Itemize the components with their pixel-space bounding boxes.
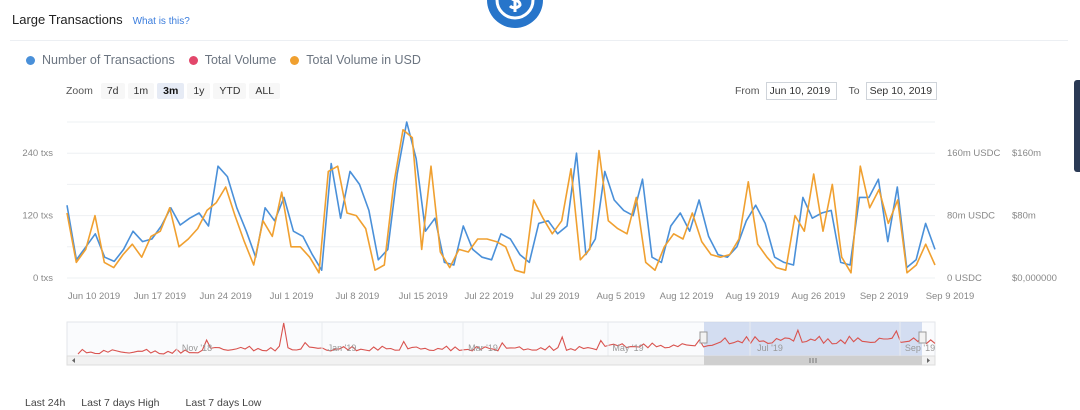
from-label: From bbox=[735, 85, 760, 97]
zoom-1y-button[interactable]: 1y bbox=[187, 83, 211, 99]
zoom-selector: Zoom 7d 1m 3m 1y YTD ALL bbox=[66, 83, 281, 99]
tab-last-7-days-low[interactable]: Last 7 days Low bbox=[185, 397, 262, 409]
legend-label: Total Volume bbox=[204, 53, 277, 67]
navigator-tick-label: May '19 bbox=[612, 343, 643, 353]
y-axis-tick-label: 120 txs bbox=[22, 211, 53, 222]
y-axis-right-tick-label: $80m bbox=[1012, 211, 1036, 222]
legend-item-total-volume[interactable]: Total Volume bbox=[188, 53, 277, 67]
page-title: Large Transactions bbox=[12, 12, 123, 27]
x-axis-tick-label: Sep 2 2019 bbox=[860, 291, 909, 302]
legend-label: Number of Transactions bbox=[42, 53, 175, 67]
from-date-input[interactable] bbox=[765, 82, 837, 100]
chart-legend: Number of Transactions Total Volume Tota… bbox=[26, 53, 421, 67]
navigator-tick-label: Jan '19 bbox=[328, 343, 357, 353]
legend-label: Total Volume in USD bbox=[306, 53, 421, 67]
side-panel-tab[interactable] bbox=[1074, 80, 1080, 172]
x-axis-tick-label: Jun 10 2019 bbox=[68, 291, 120, 302]
y-axis-right-tick-label: $0,000000 bbox=[1012, 273, 1057, 284]
zoom-3m-button[interactable]: 3m bbox=[157, 83, 185, 99]
navigator-tick-label: Nov '18 bbox=[182, 343, 212, 353]
y-axis-right-tick-label: $160m bbox=[1012, 148, 1041, 159]
legend-item-total-volume-usd[interactable]: Total Volume in USD bbox=[290, 53, 421, 67]
scrollbar-track[interactable] bbox=[66, 355, 936, 366]
navigator-series-line bbox=[77, 322, 936, 355]
zoom-7d-button[interactable]: 7d bbox=[100, 83, 125, 99]
help-link[interactable]: What is this? bbox=[132, 16, 190, 27]
scroll-left-icon[interactable] bbox=[72, 358, 75, 363]
to-label: To bbox=[848, 85, 860, 97]
to-date-input[interactable] bbox=[865, 82, 937, 100]
x-axis-tick-label: Aug 5 2019 bbox=[596, 291, 645, 302]
x-axis-tick-label: Aug 26 2019 bbox=[791, 291, 845, 302]
scrollbar-grip-icon bbox=[809, 358, 817, 363]
zoom-label: Zoom bbox=[66, 85, 93, 97]
header-divider bbox=[10, 40, 1068, 41]
x-axis-tick-label: Jul 22 2019 bbox=[465, 291, 514, 302]
page-header: Large Transactions What is this? bbox=[12, 12, 190, 27]
x-axis-tick-label: Jun 24 2019 bbox=[200, 291, 252, 302]
y-axis-tick-label: 0 txs bbox=[33, 273, 53, 284]
x-axis-tick-label: Jul 15 2019 bbox=[399, 291, 448, 302]
navigator-tick-label: Sep '19 bbox=[905, 343, 935, 353]
x-axis-tick-label: Jul 8 2019 bbox=[335, 291, 379, 302]
zoom-ytd-button[interactable]: YTD bbox=[213, 83, 247, 99]
x-axis-tick-label: Jul 1 2019 bbox=[270, 291, 314, 302]
x-axis-tick-label: Aug 19 2019 bbox=[726, 291, 780, 302]
y-axis-right-tick-label: 0 USDC bbox=[947, 273, 982, 284]
series-line bbox=[66, 129, 936, 274]
navigator-left-handle[interactable] bbox=[699, 331, 708, 344]
y-axis-right-tick-label: 80m USDC bbox=[947, 211, 995, 222]
legend-dot-icon bbox=[290, 55, 300, 65]
x-axis-tick-label: Jun 17 2019 bbox=[134, 291, 186, 302]
navigator-tick-label: Jul '19 bbox=[757, 343, 783, 353]
y-axis-tick-label: 240 txs bbox=[22, 148, 53, 159]
legend-dot-icon bbox=[26, 55, 35, 65]
series-line bbox=[66, 121, 936, 272]
tab-last-7-days-high[interactable]: Last 7 days High bbox=[81, 397, 160, 409]
legend-item-transactions[interactable]: Number of Transactions bbox=[26, 53, 175, 67]
legend-dot-icon bbox=[188, 55, 198, 65]
x-axis-tick-label: Sep 9 2019 bbox=[926, 291, 975, 302]
x-axis-tick-label: Jul 29 2019 bbox=[530, 291, 579, 302]
y-axis-right-tick-label: 160m USDC bbox=[947, 148, 1000, 159]
scroll-right-icon[interactable] bbox=[927, 358, 930, 363]
zoom-all-button[interactable]: ALL bbox=[249, 83, 281, 99]
usdc-coin-icon bbox=[487, 0, 543, 28]
x-axis-tick-label: Aug 12 2019 bbox=[660, 291, 714, 302]
date-range-selector: From To bbox=[735, 82, 937, 100]
zoom-1m-button[interactable]: 1m bbox=[127, 83, 155, 99]
footer-tabs: Last 24h Last 7 days High Last 7 days Lo… bbox=[25, 397, 261, 409]
navigator-tick-label: Mar '19 bbox=[468, 343, 498, 353]
tab-last-24h[interactable]: Last 24h bbox=[25, 397, 66, 409]
navigator-right-handle[interactable] bbox=[918, 331, 927, 344]
